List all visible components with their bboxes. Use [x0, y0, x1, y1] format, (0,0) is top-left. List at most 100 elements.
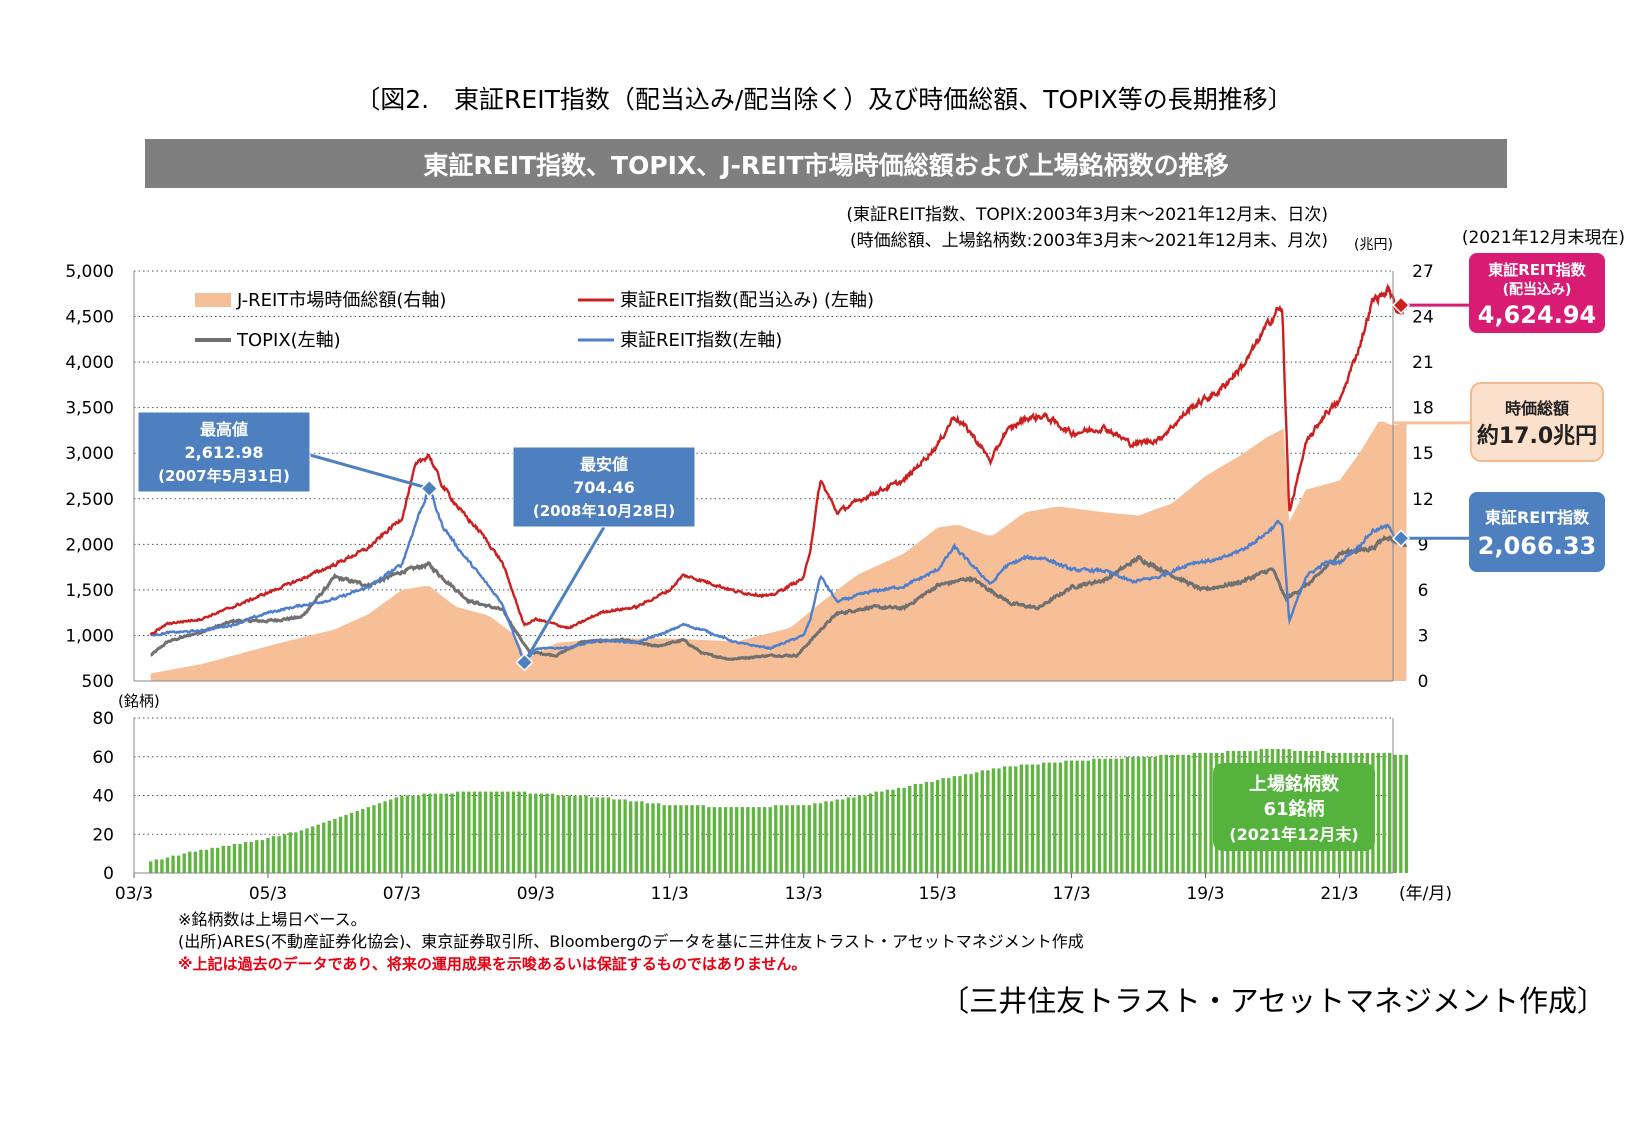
listings-bar — [1025, 764, 1029, 873]
figure-caption: 〔図2. 東証REIT指数（配当込み/配当除く）及び時価総額、TOPIX等の長期… — [355, 85, 1293, 114]
left-tick-label: 2,500 — [65, 490, 114, 510]
listings-bar — [1041, 762, 1046, 873]
listings-bar — [656, 803, 661, 874]
x-tick-label: 07/3 — [383, 884, 421, 904]
listings-bar — [695, 805, 700, 873]
listings-bar — [958, 776, 962, 873]
listings-bar — [891, 789, 895, 873]
listings-bar — [908, 785, 912, 873]
right-axis-ticks: 27 24 21 18 15 12 9 6 3 0 — [1412, 262, 1434, 692]
listings-bar — [606, 797, 611, 873]
listings-bar — [874, 791, 878, 873]
listings-bar — [249, 842, 253, 873]
listings-bar — [1053, 762, 1057, 873]
listings-bar — [601, 797, 605, 873]
market-cap-end-value: 約17.0兆円 — [1477, 423, 1597, 449]
listings-bar — [149, 861, 153, 873]
listings-bar — [506, 791, 510, 873]
listings-bar — [1148, 756, 1152, 874]
reit-end-marker — [1391, 529, 1411, 548]
listings-bar — [885, 789, 890, 873]
listings-bar — [1030, 764, 1035, 873]
listings-bar — [1092, 758, 1096, 873]
listings-bar — [439, 793, 443, 873]
right-tick-label: 3 — [1418, 626, 1429, 646]
listings-bar — [807, 805, 811, 873]
reit-end-box — [1469, 492, 1605, 572]
trough-date: (2008年10月28日) — [533, 502, 675, 520]
listings-bar — [394, 797, 398, 873]
listings-bar — [456, 791, 460, 873]
listings-bar — [227, 845, 231, 873]
listings-bar — [528, 793, 532, 873]
listings-bar — [517, 791, 521, 873]
reit-end-value: 2,066.33 — [1478, 532, 1596, 560]
listings-bar — [829, 801, 834, 873]
listings-bar — [1159, 754, 1163, 873]
x-tick-label: 09/3 — [517, 884, 555, 904]
listings-bar — [216, 847, 220, 873]
listings-bar — [1399, 754, 1403, 873]
trough-box — [512, 446, 696, 528]
listings-bar — [366, 807, 371, 873]
left-tick-label: 4,500 — [65, 308, 114, 328]
right-tick-label: 6 — [1418, 581, 1429, 601]
listings-bar — [210, 847, 214, 873]
reit-div-end-subtitle: (配当込み) — [1503, 281, 1572, 298]
right-tick-label: 18 — [1412, 399, 1434, 419]
listings-bar — [1404, 754, 1409, 873]
listings-bar — [785, 805, 789, 873]
listings-bar — [160, 859, 164, 873]
peak-box — [137, 411, 311, 493]
annotation-trough: 最安値 704.46 (2008年10月28日) — [512, 446, 696, 672]
trough-marker — [515, 653, 534, 672]
listings-bar — [868, 793, 873, 873]
listings-bar — [361, 809, 365, 873]
listings-bar — [986, 770, 990, 873]
listings-bar — [718, 807, 722, 873]
listings-bar — [193, 851, 198, 873]
legend: J-REIT市場時価総額(右軸) 東証REIT指数(配当込み) (左軸) TOP… — [195, 290, 874, 351]
listings-bar — [539, 793, 544, 873]
peak-date: (2007年5月31日) — [158, 467, 290, 485]
reit-div-end-title: 東証REIT指数 — [1488, 261, 1587, 279]
listings-bar — [188, 851, 192, 873]
listings-bar — [355, 811, 359, 873]
listings-bar — [863, 795, 867, 873]
listings-bar — [411, 795, 415, 873]
reit-div-end-marker — [1391, 296, 1411, 315]
market-cap-end-box — [1470, 382, 1604, 462]
legend-label-reit-div: 東証REIT指数(配当込み) (左軸) — [620, 290, 874, 311]
listings-bar — [204, 849, 209, 874]
listings-bar — [294, 832, 298, 873]
listings-bar — [723, 807, 728, 873]
left-tick-label: 2,000 — [65, 535, 114, 555]
listings-bar — [238, 843, 242, 873]
listings-bar — [1153, 756, 1157, 874]
listings-bar — [852, 797, 856, 873]
listings-bar — [327, 820, 331, 873]
listings-callout-box — [1213, 763, 1375, 851]
listings-bar — [171, 855, 175, 873]
end-label-market-cap: 時価総額 約17.0兆円 — [1393, 382, 1604, 462]
listings-bar — [1108, 758, 1113, 873]
listings-bar — [495, 791, 499, 873]
left-tick-label: 1,500 — [65, 581, 114, 601]
listings-bar — [645, 803, 650, 874]
right-tick-label: 12 — [1412, 490, 1434, 510]
x-tick-label: 11/3 — [651, 884, 689, 904]
listings-bar — [562, 795, 566, 873]
listings-bar — [1086, 760, 1090, 873]
left-tick-label: 4,000 — [65, 353, 114, 373]
listings-bar — [963, 774, 968, 873]
listings-bar — [489, 791, 493, 873]
listings-bar — [444, 793, 449, 873]
right-tick-label: 24 — [1412, 308, 1434, 328]
listings-bar — [428, 793, 432, 873]
listings-bar — [578, 795, 583, 873]
listings-callout-date: (2021年12月末) — [1229, 825, 1358, 844]
reit-div-end-value: 4,624.94 — [1478, 301, 1596, 329]
listings-bar — [896, 787, 901, 874]
listings-bar — [1131, 756, 1135, 874]
